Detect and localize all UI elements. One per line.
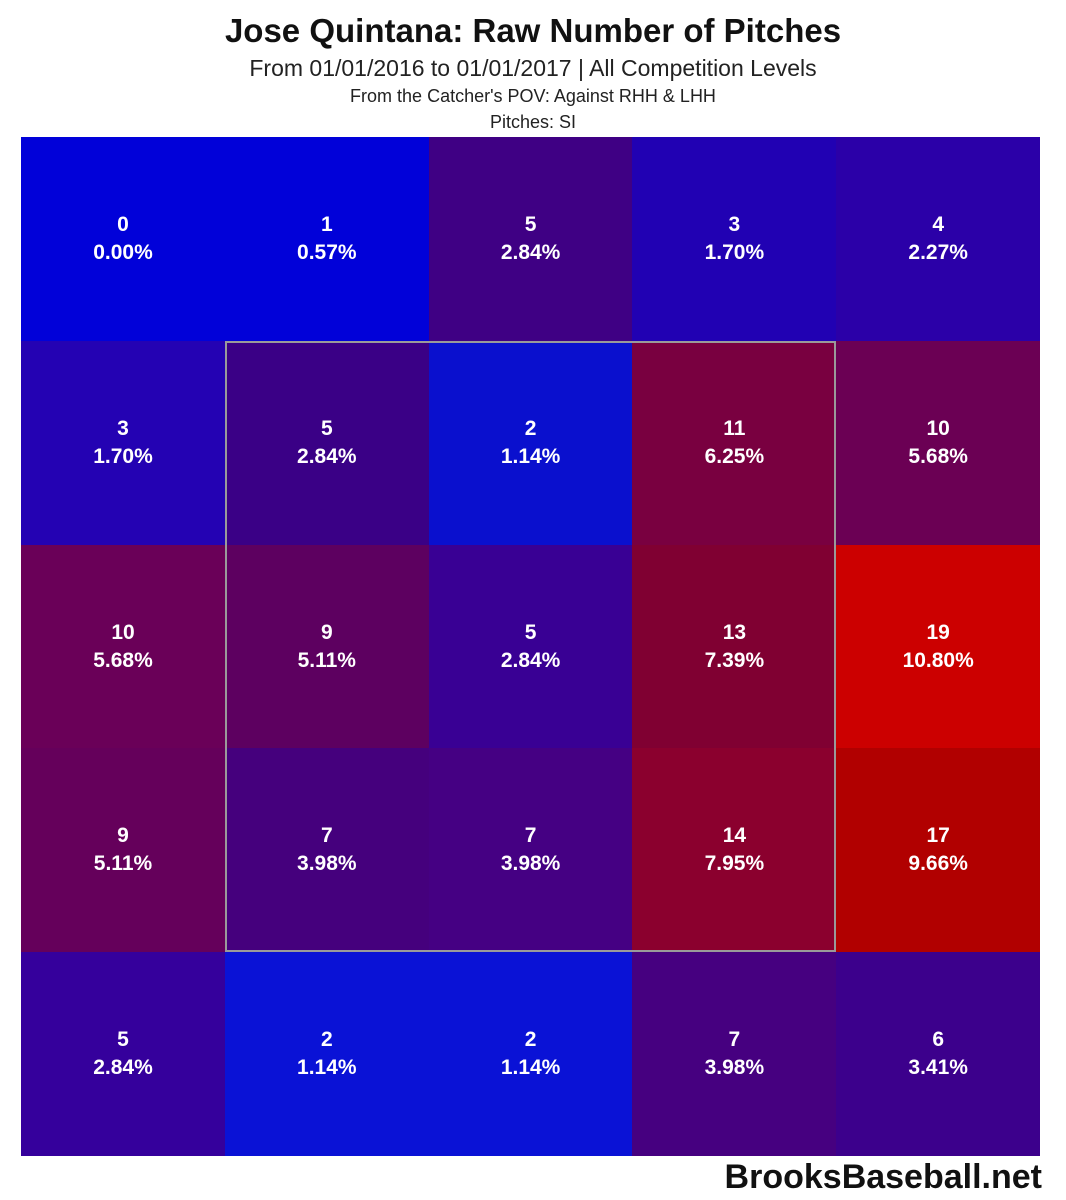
- heatmap-cell-r1-c2: 1 0.57%: [224, 137, 429, 341]
- cell-percent: 7.95%: [704, 852, 765, 876]
- cell-count: 7: [728, 1028, 741, 1052]
- heatmap-cell-r4-c5: 17 9.66%: [836, 748, 1041, 953]
- cell-count: 1: [320, 213, 333, 236]
- heatmap-cell-r1-c3: 5 2.84%: [428, 137, 633, 341]
- cell-percent: 3.98%: [297, 852, 357, 876]
- cell-count: 3: [117, 416, 129, 440]
- cell-percent: 1.70%: [93, 444, 153, 468]
- heatmap-cell-r4-c2: 7 3.98%: [224, 748, 429, 953]
- cell-percent: 5.68%: [93, 648, 153, 672]
- heatmap-cell-r5-c2: 2 1.14%: [224, 952, 429, 1157]
- cell-count: 9: [320, 620, 333, 644]
- cell-count: 13: [722, 620, 747, 644]
- cell-percent: 3.41%: [908, 1056, 968, 1080]
- heatmap-cell-r3-c1: 10 5.68%: [21, 544, 225, 749]
- cell-count: 2: [320, 1028, 333, 1052]
- cell-percent: 5.68%: [908, 444, 968, 468]
- cell-percent: 7.39%: [704, 648, 765, 672]
- cell-percent: 2.84%: [93, 1056, 153, 1080]
- heatmap-cell-r2-c1: 3 1.70%: [21, 340, 225, 545]
- cell-count: 10: [111, 620, 135, 644]
- cell-count: 17: [926, 824, 950, 848]
- cell-count: 7: [524, 824, 537, 848]
- cell-percent: 6.25%: [704, 444, 765, 468]
- heatmap-cell-r5-c1: 5 2.84%: [21, 952, 225, 1157]
- cell-count: 10: [926, 416, 950, 440]
- cell-count: 3: [728, 213, 741, 236]
- heatmap-cell-r4-c3: 7 3.98%: [428, 748, 633, 953]
- heatmap-cell-r2-c5: 10 5.68%: [836, 340, 1041, 545]
- cell-percent: 3.98%: [704, 1056, 765, 1080]
- heatmap-cell-r1-c1: 0 0.00%: [21, 137, 225, 341]
- cell-count: 5: [320, 416, 333, 440]
- cell-percent: 1.14%: [500, 1056, 561, 1080]
- heatmap-cell-r2-c2: 5 2.84%: [224, 340, 429, 545]
- cell-percent: 3.98%: [500, 852, 561, 876]
- cell-count: 7: [320, 824, 333, 848]
- heatmap-cell-r1-c5: 4 2.27%: [836, 137, 1041, 341]
- cell-percent: 2.84%: [500, 648, 561, 672]
- heatmap-cell-r3-c2: 9 5.11%: [224, 544, 429, 749]
- heatmap-cell-r4-c4: 14 7.95%: [632, 748, 837, 953]
- cell-percent: 0.00%: [93, 241, 153, 264]
- cell-percent: 5.11%: [297, 648, 356, 672]
- pov-label: From the Catcher's POV: Against RHH & LH…: [350, 86, 716, 106]
- heatmap-cell-r3-c3: 5 2.84%: [428, 544, 633, 749]
- heatmap-cell-r2-c4: 11 6.25%: [632, 340, 837, 545]
- heatmap-cell-r3-c4: 13 7.39%: [632, 544, 837, 749]
- cell-count: 14: [722, 824, 747, 848]
- cell-percent: 2.84%: [500, 241, 561, 264]
- cell-percent: 2.27%: [908, 241, 968, 264]
- pitch-type-label: Pitches: SI: [489, 112, 577, 132]
- cell-count: 9: [117, 824, 129, 848]
- cell-percent: 0.57%: [297, 241, 357, 264]
- pitch-heatmap: 0 0.00% 1 0.57% 5 2.84% 3 1.70% 4 2.27% 3 1.70% 5 2.8…: [21, 137, 1041, 1157]
- cell-percent: 2.84%: [297, 444, 357, 468]
- cell-percent: 1.14%: [500, 444, 561, 468]
- chart-title: Jose Quintana: Raw Number of Pitches: [224, 12, 842, 49]
- cell-percent: 5.11%: [93, 852, 153, 876]
- cell-count: 4: [932, 213, 945, 236]
- chart-subtitle: From 01/01/2016 to 01/01/2017 | All Comp…: [249, 55, 817, 81]
- cell-count: 5: [117, 1028, 129, 1052]
- cell-count: 6: [932, 1028, 945, 1052]
- heatmap-cell-r1-c4: 3 1.70%: [632, 137, 837, 341]
- cell-count: 2: [524, 1028, 537, 1052]
- heatmap-cell-r3-c5: 19 10.80%: [836, 544, 1041, 749]
- heatmap-cell-r5-c5: 6 3.41%: [836, 952, 1041, 1157]
- cell-count: 0: [117, 213, 129, 236]
- cell-count: 2: [524, 416, 537, 440]
- cell-count: 19: [926, 620, 950, 644]
- cell-count: 5: [524, 213, 537, 236]
- heatmap-cell-r4-c1: 9 5.11%: [21, 748, 225, 953]
- brand-watermark: BrooksBaseball.net: [724, 1158, 1042, 1196]
- heatmap-cell-r5-c4: 7 3.98%: [632, 952, 837, 1157]
- cell-count: 11: [723, 416, 746, 440]
- cell-percent: 1.14%: [297, 1056, 357, 1080]
- cell-percent: 9.66%: [908, 852, 968, 876]
- cell-percent: 1.70%: [704, 241, 765, 264]
- cell-count: 5: [524, 620, 537, 644]
- heatmap-cell-r5-c3: 2 1.14%: [428, 952, 633, 1157]
- heatmap-cell-r2-c3: 2 1.14%: [428, 340, 633, 545]
- cell-percent: 10.80%: [902, 648, 974, 672]
